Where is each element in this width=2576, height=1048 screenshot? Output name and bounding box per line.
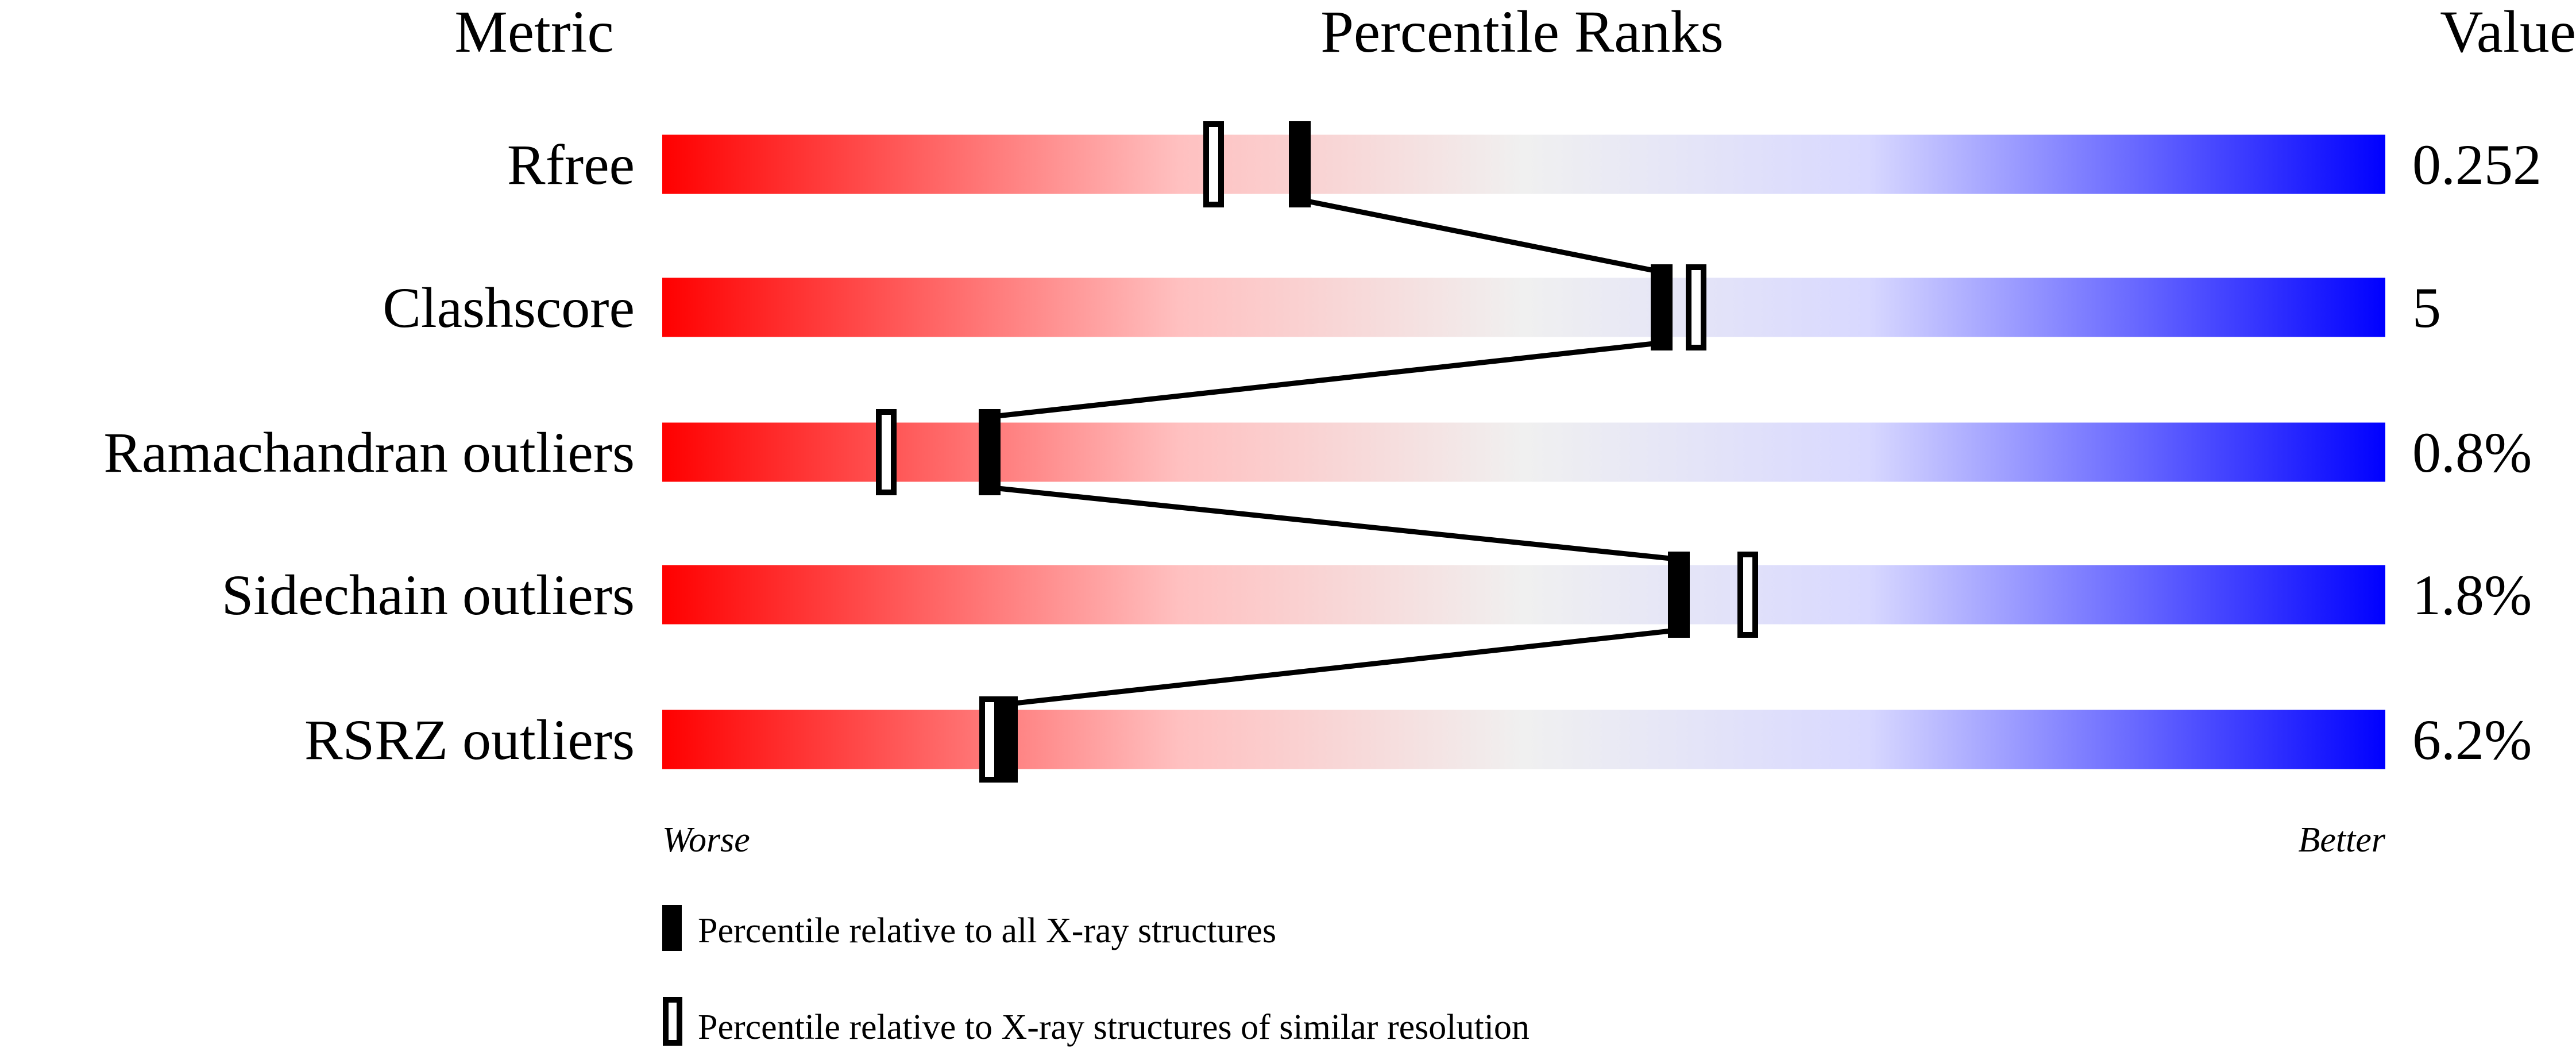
marker-all-structures	[996, 696, 1018, 783]
percentile-bar	[662, 134, 2385, 194]
metric-label: Sidechain outliers	[222, 563, 635, 627]
marker-all-structures	[979, 409, 1001, 495]
metric-value: 0.252	[2412, 133, 2542, 196]
legend-open-marker	[663, 997, 682, 1046]
percentile-bar	[662, 422, 2385, 482]
marker-all-structures	[1668, 552, 1690, 638]
metric-label: Ramachandran outliers	[103, 421, 635, 484]
metric-label: Clashscore	[383, 276, 635, 340]
legend-open-label: Percentile relative to X-ray structures …	[698, 1008, 1530, 1047]
axis-label-better: Better	[2299, 820, 2386, 860]
header-value: Value	[2440, 0, 2576, 65]
marker-similar-resolution	[1686, 264, 1706, 350]
metric-value: 0.8%	[2412, 421, 2532, 484]
metric-value: 6.2%	[2412, 708, 2532, 772]
percentile-bar	[662, 565, 2385, 625]
axis-label-worse: Worse	[662, 820, 750, 860]
percentile-bar	[662, 710, 2385, 769]
marker-similar-resolution	[876, 409, 897, 495]
metric-value: 1.8%	[2412, 563, 2532, 627]
metric-value: 5	[2412, 276, 2441, 340]
metric-label: RSRZ outliers	[304, 708, 635, 772]
percentile-bar	[662, 278, 2385, 337]
header-metric: Metric	[454, 0, 613, 65]
legend-filled-label: Percentile relative to all X-ray structu…	[698, 911, 1276, 950]
marker-similar-resolution	[1203, 121, 1224, 207]
legend-filled-marker	[662, 905, 682, 951]
metric-label: Rfree	[507, 133, 635, 196]
header-percentile-ranks: Percentile Ranks	[1320, 0, 1724, 65]
marker-all-structures	[1651, 264, 1673, 350]
marker-similar-resolution	[979, 696, 1000, 783]
marker-all-structures	[1289, 121, 1311, 207]
marker-similar-resolution	[1737, 552, 1758, 638]
